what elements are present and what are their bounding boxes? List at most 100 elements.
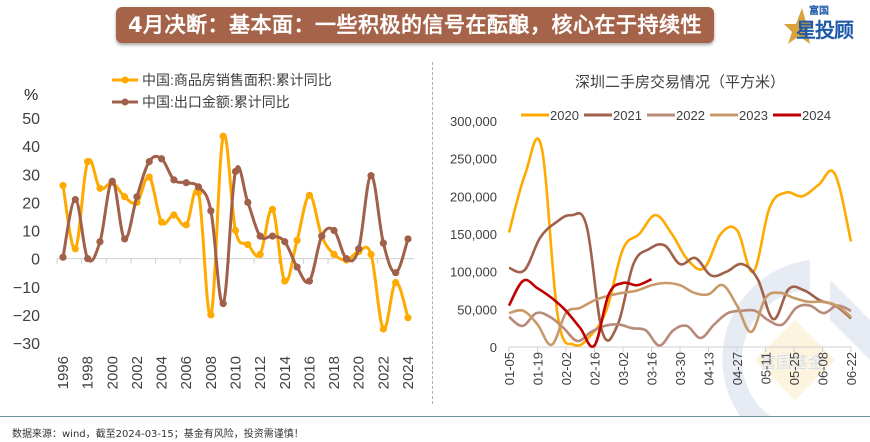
data-point — [330, 226, 338, 235]
legend-marker — [121, 98, 129, 106]
data-point — [219, 132, 227, 140]
data-point — [281, 238, 289, 246]
y-tick-label: 250,000 — [450, 152, 497, 167]
x-tick-label: 2018 — [326, 356, 343, 389]
x-tick-label: 2008 — [203, 356, 220, 389]
data-point — [330, 250, 338, 259]
data-point — [231, 167, 240, 176]
x-tick-label: 03-16 — [645, 352, 660, 385]
x-tick-label: 03-02 — [616, 352, 631, 385]
data-point — [133, 193, 141, 201]
data-point — [96, 184, 104, 192]
chart-title: 深圳二手房交易情况（平方米） — [575, 73, 785, 91]
data-point — [256, 250, 264, 259]
source-note: 数据来源：wind，截至2024-03-15；基金有风险，投资需谨慎！ — [12, 429, 304, 440]
data-point — [355, 245, 363, 253]
y-tick-label: 50 — [22, 111, 40, 128]
data-point — [342, 255, 350, 263]
x-tick-label: 2020 — [351, 356, 368, 389]
footer-divider — [0, 416, 870, 417]
data-point — [121, 193, 129, 201]
x-tick-label: 02-16 — [588, 352, 603, 385]
data-point — [194, 188, 203, 197]
data-point — [207, 207, 215, 215]
x-tick-label: 01-19 — [531, 352, 546, 385]
data-point — [281, 277, 289, 285]
y-tick-label: −10 — [13, 280, 40, 297]
chart-divider — [432, 62, 433, 404]
page-title: 4月决断：基本面：一些积极的信号在酝酿，核心在于持续性 — [127, 13, 703, 37]
watermark-text: 富国基金 — [760, 354, 824, 372]
data-point — [207, 311, 215, 319]
x-tick-label: 06-22 — [844, 352, 859, 385]
y-tick-label: 200,000 — [450, 189, 497, 204]
watermark-logo: 富国基金 — [722, 260, 870, 416]
data-point — [404, 314, 412, 322]
series-line-2024 — [507, 278, 653, 349]
data-point — [84, 255, 92, 263]
chart-shenzhen-resale: 深圳二手房交易情况（平方米） 300,000 250,000 200,000 150,0… — [450, 73, 859, 385]
star-icon — [784, 8, 814, 44]
x-tick-label: 2000 — [104, 356, 121, 389]
x-tick-label: 2024 — [400, 356, 417, 389]
y-tick-label: 20 — [22, 195, 40, 212]
x-tick-label: 1998 — [80, 356, 97, 389]
data-point — [404, 235, 412, 243]
legend-label: 2022 — [676, 108, 705, 123]
logo-subtext: 富国 — [809, 6, 829, 17]
data-point — [108, 177, 116, 185]
data-point — [145, 173, 153, 181]
data-point — [244, 240, 252, 249]
data-point — [256, 232, 264, 240]
title-banner: 4月决断：基本面：一些积极的信号在酝酿，核心在于持续性 — [116, 7, 714, 43]
x-tick-label: 02-02 — [559, 352, 574, 385]
legend-label: 2024 — [802, 108, 831, 123]
y-tick-label: 150,000 — [450, 227, 497, 242]
data-point — [170, 211, 178, 219]
legend-label: 2021 — [613, 108, 642, 123]
x-tick-label: 2006 — [178, 356, 195, 389]
data-point — [121, 235, 129, 243]
data-point — [96, 238, 104, 246]
legend-label: 2023 — [739, 108, 768, 123]
y-tick-label: 100,000 — [450, 265, 497, 280]
data-point — [71, 245, 79, 253]
data-point — [59, 253, 67, 261]
x-tick-label: 06-08 — [816, 352, 831, 385]
legend-marker — [121, 76, 129, 84]
y-tick-label: 40 — [22, 139, 40, 156]
y-tick-label: −30 — [13, 336, 40, 353]
x-tick-label: 2016 — [301, 356, 318, 389]
x-tick-label: 2012 — [252, 356, 269, 389]
data-point — [157, 218, 166, 226]
brand-logo: 富国 星投顾 — [784, 2, 866, 46]
x-tick-label: 1996 — [55, 356, 72, 389]
x-tick-label: 04-27 — [730, 352, 745, 385]
data-point — [59, 181, 67, 190]
data-point — [305, 277, 314, 285]
data-point — [392, 269, 400, 277]
y-tick-label: 0 — [490, 340, 497, 355]
data-point — [305, 191, 314, 199]
y-tick-label: 10 — [22, 224, 40, 241]
y-tick-label: 0 — [31, 252, 40, 269]
x-tick-label: 05-25 — [787, 352, 802, 385]
data-point — [194, 183, 203, 191]
series-line-2020 — [507, 137, 853, 347]
data-point — [145, 157, 153, 166]
data-point — [231, 226, 240, 235]
data-point — [71, 195, 79, 204]
y-tick-label: −20 — [13, 308, 40, 325]
x-tick-label: 2002 — [129, 356, 146, 389]
series-line-2022 — [508, 303, 852, 347]
y-axis-unit: % — [24, 87, 38, 104]
series-line-2023 — [508, 281, 852, 347]
data-point — [84, 157, 92, 166]
data-point — [379, 325, 387, 333]
data-point — [157, 155, 166, 163]
x-tick-label: 05-11 — [759, 352, 774, 384]
x-tick-label: 2004 — [154, 356, 171, 389]
data-point — [268, 232, 277, 240]
x-tick-label: 01-05 — [502, 352, 517, 385]
data-point — [244, 198, 252, 206]
